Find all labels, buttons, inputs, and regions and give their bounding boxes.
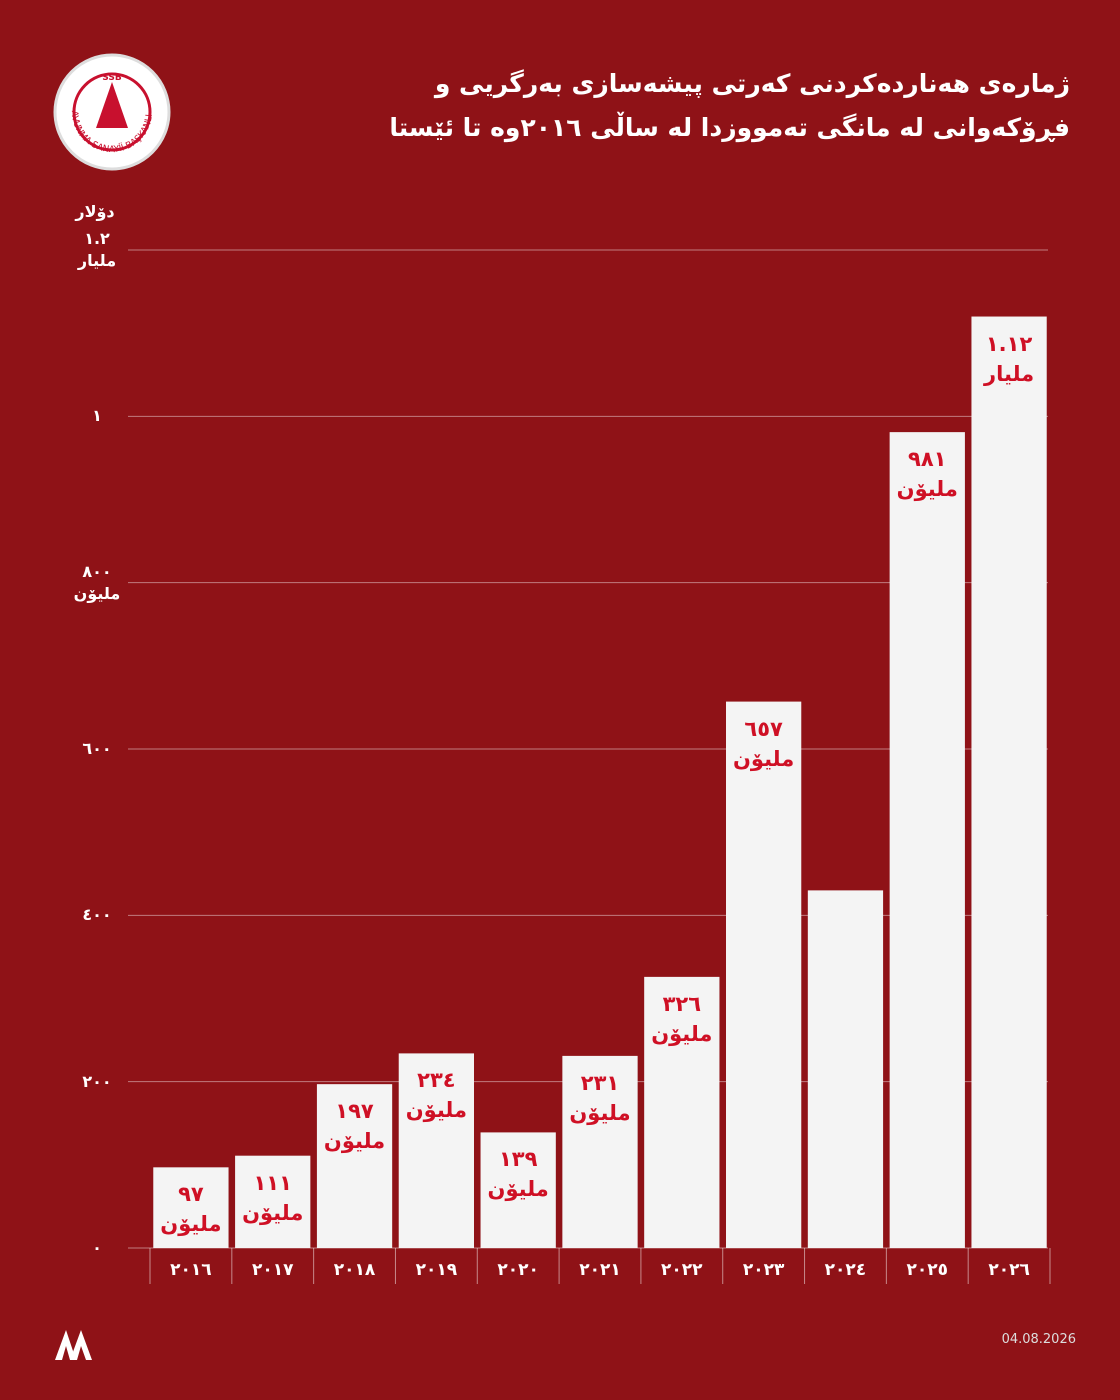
value-label: ١٣٩ ملیۆن xyxy=(487,1147,549,1202)
value-label: ٦٥٧ ملیۆن xyxy=(733,716,795,771)
date: 04.08.2026 xyxy=(1001,1332,1076,1347)
value-label: ١.١٢ ملیار xyxy=(984,331,1035,386)
x-tick-label: ٢٠٢٥ xyxy=(906,1260,949,1280)
bar xyxy=(316,1084,393,1248)
value-label: ١٩٧ ملیۆن xyxy=(323,1099,386,1154)
value-label: ٩٨١ ملیۆن xyxy=(896,447,958,502)
logo-ring xyxy=(72,72,152,152)
value-label: ٢٣٤ ملیۆن xyxy=(405,1068,467,1123)
value-label: ٢٣١ ملیۆن xyxy=(569,1070,631,1125)
bar xyxy=(889,432,965,1248)
value-label: ١١١ ملیۆن xyxy=(242,1170,304,1225)
aa-logo xyxy=(55,1330,92,1360)
bar xyxy=(971,316,1047,1248)
y-tick-label: ٠ xyxy=(92,1238,102,1257)
bar xyxy=(153,1167,229,1248)
x-tick-label: ٢٠٢٤ xyxy=(824,1260,867,1280)
chart-title: ژمارەی هەناردەکردنی کەرتی پیشەسازی بەرگر… xyxy=(389,69,1070,142)
x-tick-label: ٢٠١٩ xyxy=(415,1260,458,1280)
bar xyxy=(398,1053,474,1248)
bar xyxy=(480,1132,556,1248)
bar xyxy=(235,1155,311,1248)
logo-shape xyxy=(96,82,128,128)
y-axis-label: دۆلار xyxy=(75,202,115,221)
x-tick-label: ٢٠٢٣ xyxy=(742,1260,785,1280)
x-tick-label: ٢٠١٨ xyxy=(333,1260,376,1280)
y-tick-label: ٦٠٠ xyxy=(82,739,112,758)
value-label: ٣٢٦ ملیۆن xyxy=(651,991,713,1046)
bar xyxy=(562,1055,638,1248)
value-label: ٩٧ ملیۆن xyxy=(160,1182,222,1237)
x-tick-label: ٢٠٢٦ xyxy=(988,1260,1030,1280)
y-tick-label: ٨٠٠ ملیۆن xyxy=(73,561,121,603)
logo-text: SSB xyxy=(102,73,122,83)
y-tick-label: ٢٠٠ xyxy=(82,1071,112,1091)
x-tick-label: ٢٠١٧ xyxy=(251,1260,294,1280)
y-tick-label: ٤٠٠ xyxy=(82,905,112,925)
y-tick-label: ١.٢ ملیار xyxy=(77,229,117,270)
bar xyxy=(726,701,802,1248)
bar xyxy=(644,976,720,1248)
x-tick-label: ٢٠١٦ xyxy=(170,1260,212,1280)
x-tick-label: ٢٠٢٢ xyxy=(661,1260,703,1280)
y-tick-label: ١ xyxy=(92,406,102,426)
bar xyxy=(807,890,884,1248)
x-tick-label: ٢٠٢١ xyxy=(579,1260,621,1280)
x-tick-label: ٢٠٢٠ xyxy=(497,1260,539,1280)
